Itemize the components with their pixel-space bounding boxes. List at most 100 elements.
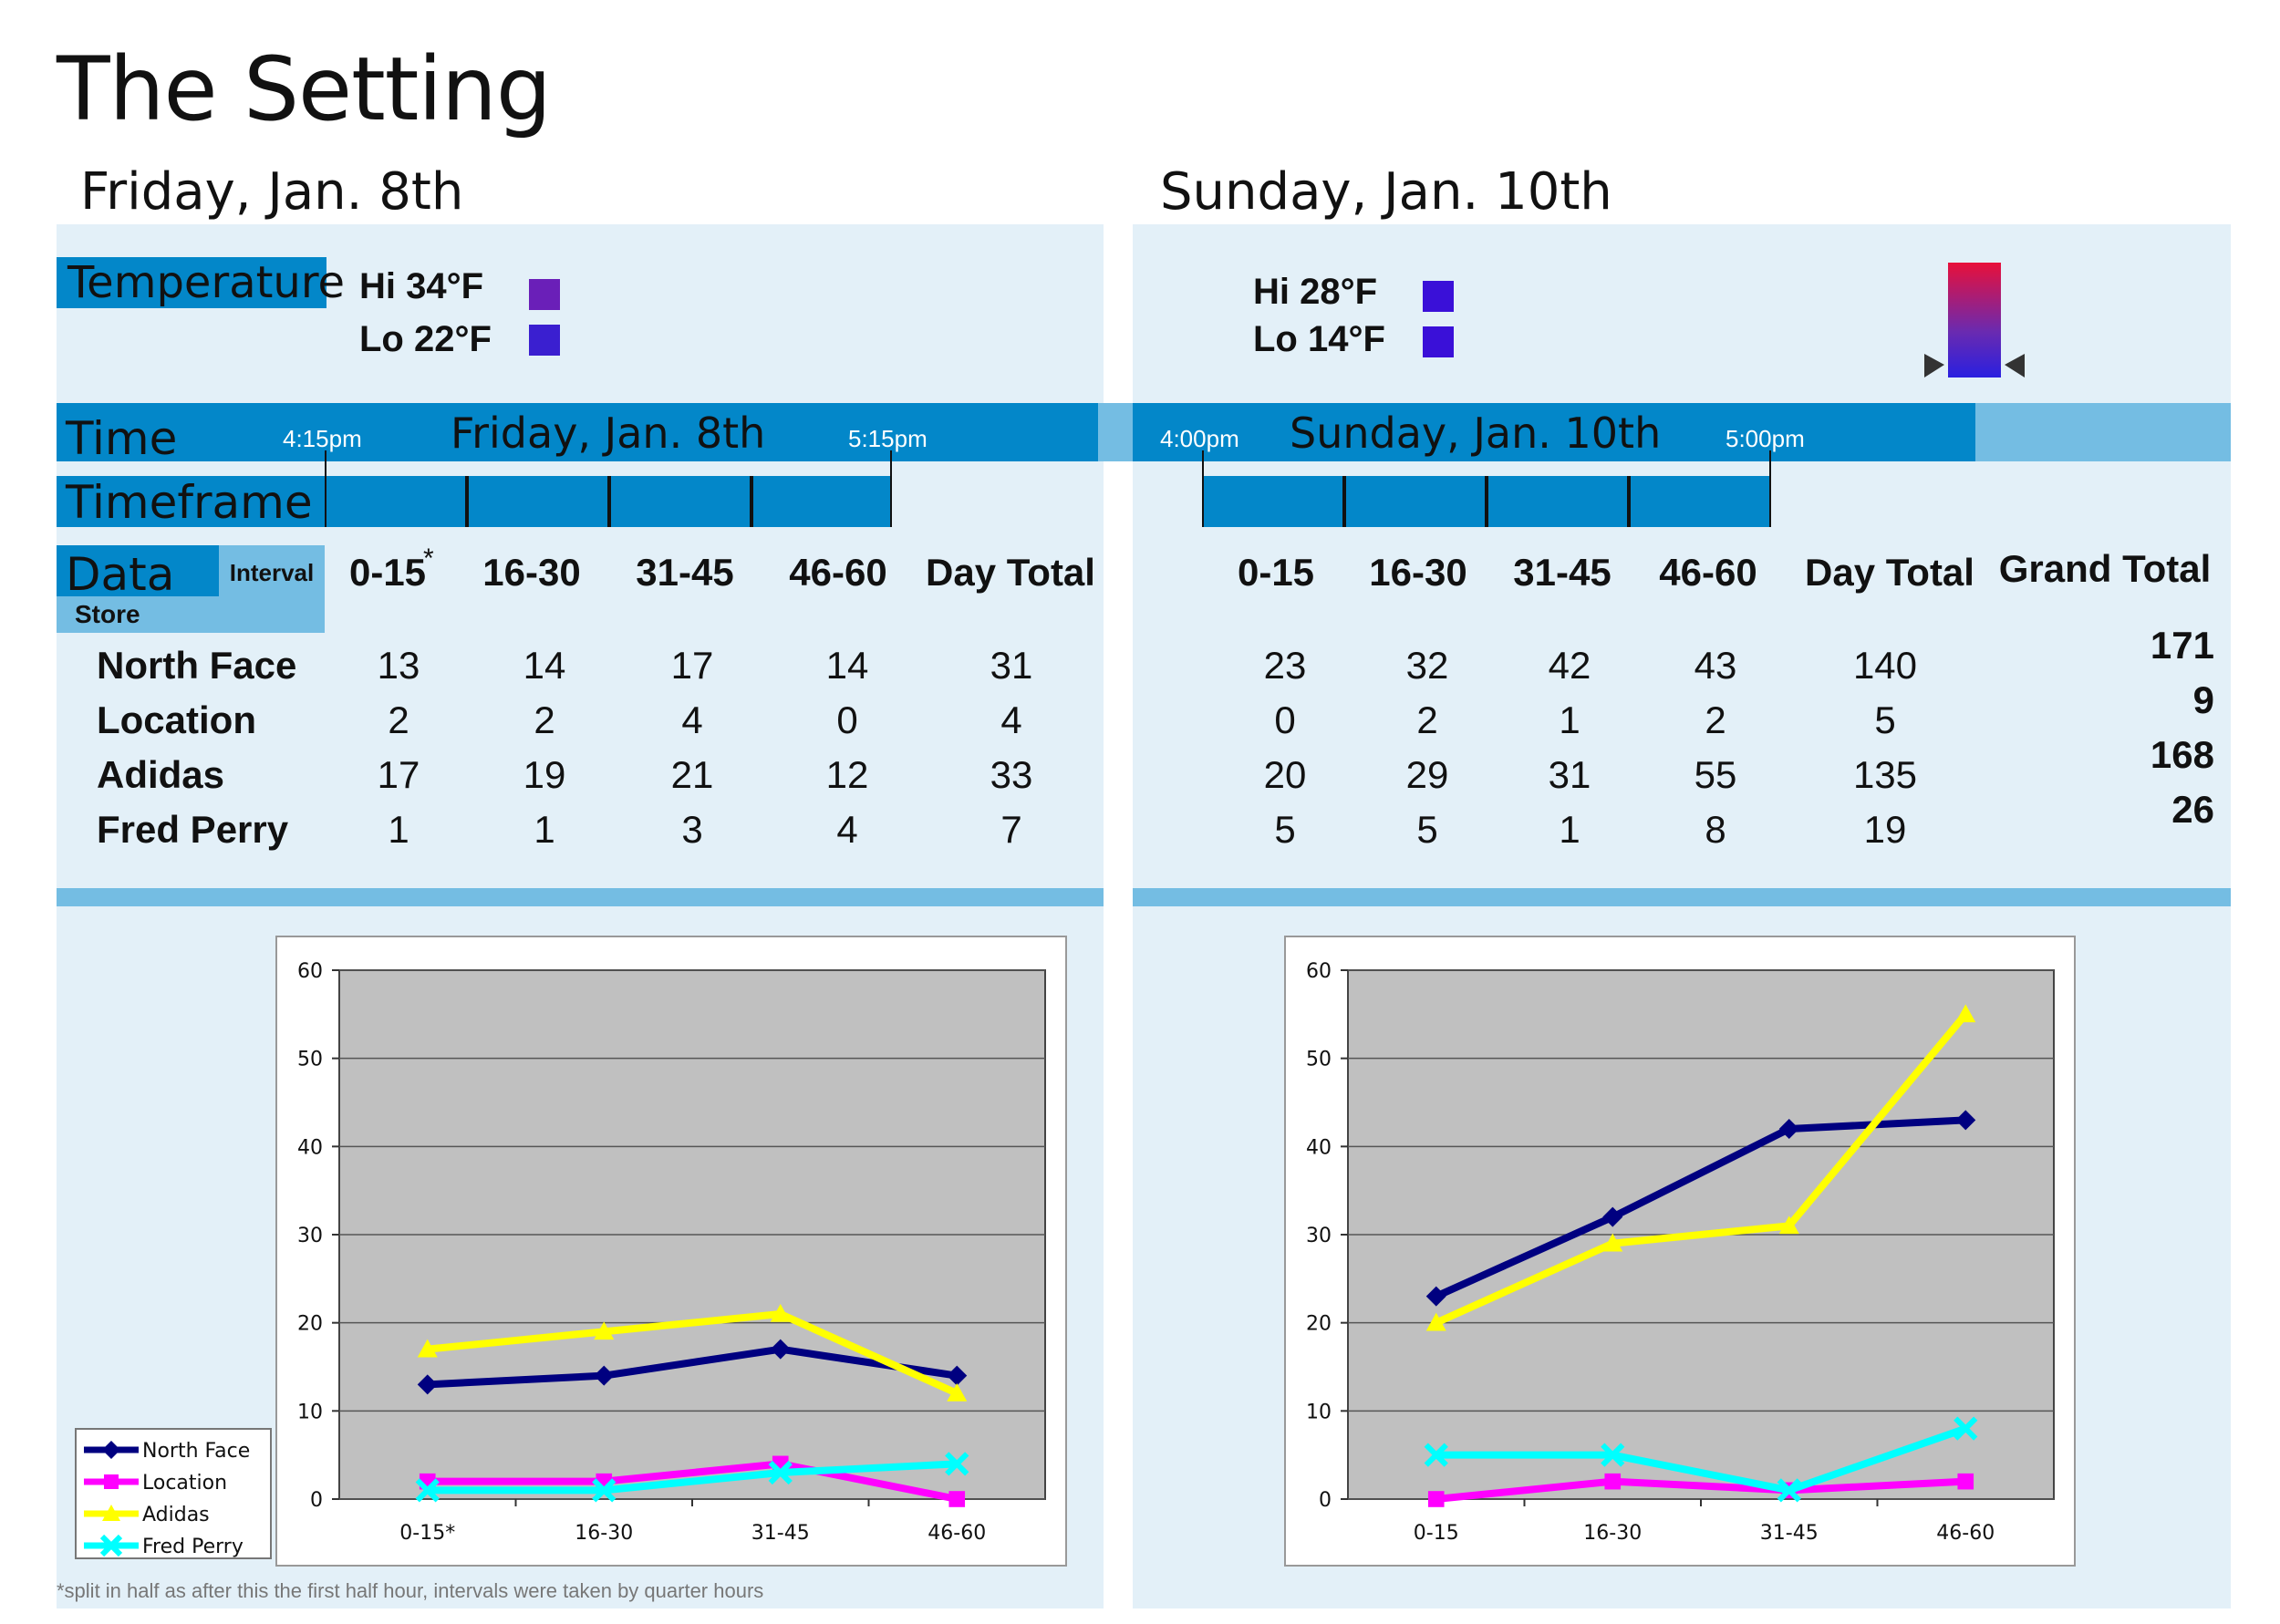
data-point [1777, 1478, 1801, 1503]
data-point [594, 1365, 615, 1386]
x-tick-label: 16-30 [575, 1522, 633, 1545]
sunday-timeframe-1 [1202, 476, 1344, 527]
friday-hi-swatch [529, 279, 560, 310]
sunday-lo-swatch [1423, 326, 1454, 357]
interval-label: Interval [219, 545, 325, 596]
friday-timeframe-2 [467, 476, 609, 527]
x-tick-label: 16-30 [1583, 1522, 1642, 1545]
friday-line-chart: 0 10 20 30 40 50 60 0-15* 16-30 31-45 46-60 [297, 960, 1046, 1545]
sunday-cell: 31 [1548, 753, 1591, 796]
friday-temp-hi: Hi 34°F [359, 266, 484, 306]
sunday-cell: 42 [1548, 644, 1591, 687]
store-location: Location [97, 698, 256, 741]
friday-timeframe-1 [325, 476, 467, 527]
data-point [1424, 1443, 1448, 1467]
y-tick-label: 40 [297, 1136, 323, 1159]
right-pointer-icon [2005, 354, 2025, 378]
series-line [1435, 1011, 1969, 1327]
temperature-label: Temperature [57, 257, 345, 308]
sunday-time-start: 4:00pm [1160, 425, 1239, 452]
store-fred-perry: Fred Perry [97, 808, 289, 851]
temperature-scale-bar [1948, 263, 2001, 378]
y-tick-label: 30 [297, 1225, 323, 1247]
friday-cell: 19 [523, 753, 566, 796]
y-tick-label: 40 [1306, 1136, 1332, 1159]
friday-cell: 17 [670, 644, 714, 687]
friday-header-2: 31-45 [636, 551, 734, 594]
series-adidas [417, 1304, 968, 1402]
sunday-time-end: 5:00pm [1726, 425, 1805, 452]
friday-header-1: 16-30 [482, 551, 581, 594]
left-pointer-icon [1924, 354, 1944, 378]
data-point [1957, 1473, 1974, 1490]
series-fred-perry [1424, 1416, 1978, 1503]
data-point [1601, 1443, 1625, 1467]
friday-header-total: Day Total [926, 551, 1095, 594]
sunday-cell: 8 [1705, 808, 1726, 851]
friday-cell: 4 [681, 698, 703, 741]
sunday-timeframe-3 [1487, 476, 1629, 527]
x-tick-label: 31-45 [751, 1522, 810, 1545]
data-point [948, 1491, 966, 1507]
series-line [1435, 1477, 1966, 1503]
data-point [1602, 1233, 1623, 1252]
y-tick-label: 0 [1319, 1489, 1332, 1512]
store-adidas: Adidas [97, 753, 225, 796]
friday-cell: 4 [836, 808, 858, 851]
data-point [592, 1478, 617, 1503]
friday-cell: 14 [825, 644, 869, 687]
timeframe-label: Timeframe [57, 476, 326, 529]
friday-cell: 12 [825, 753, 869, 796]
friday-time-bar [57, 403, 1098, 461]
friday-cell: 33 [990, 753, 1033, 796]
series-line [427, 1460, 959, 1503]
data-label: Data [57, 545, 219, 601]
sunday-time-bar [1133, 403, 1975, 461]
legend-marker [102, 1505, 120, 1521]
sunday-cell: 32 [1405, 644, 1449, 687]
legend-label: Location [142, 1472, 227, 1495]
sunday-cell: 140 [1852, 644, 1918, 687]
sunday-data-panel [1133, 224, 2231, 888]
sunday-cell: 135 [1852, 753, 1918, 796]
data-point [1604, 1473, 1622, 1490]
friday-cell: 14 [523, 644, 566, 687]
data-point [947, 1365, 968, 1386]
sunday-cell: 1 [1559, 808, 1580, 851]
friday-cell: 1 [388, 808, 409, 851]
legend-label: Fred Perry [142, 1536, 244, 1557]
sunday-cell: 5 [1416, 808, 1438, 851]
legend-entry: Adidas [84, 1504, 210, 1526]
sunday-time-title: Sunday, Jan. 10th [1290, 409, 1662, 458]
sunday-divider [1133, 888, 2231, 906]
data-point [417, 1374, 438, 1395]
data-point [945, 1452, 969, 1476]
data-point [415, 1478, 440, 1503]
friday-time-end: 5:15pm [848, 425, 928, 452]
friday-time-title: Friday, Jan. 8th [451, 409, 766, 458]
sunday-cell: 20 [1263, 753, 1307, 796]
sunday-cell: 55 [1694, 753, 1737, 796]
sunday-timeframe-2 [1344, 476, 1487, 527]
friday-heading: Friday, Jan. 8th [80, 162, 464, 222]
series-fred-perry [415, 1452, 969, 1503]
series-line [427, 1460, 958, 1495]
y-tick-label: 10 [1306, 1401, 1332, 1423]
y-tick-label: 10 [297, 1401, 323, 1423]
y-tick-label: 60 [1306, 960, 1332, 983]
friday-cell: 0 [836, 698, 858, 741]
friday-cell: 2 [534, 698, 555, 741]
data-point [770, 1304, 791, 1322]
sunday-timeframe-4 [1629, 476, 1771, 527]
data-point [768, 1460, 793, 1485]
store-north-face: North Face [97, 644, 297, 687]
friday-lo-swatch [529, 325, 560, 356]
sunday-cell: 19 [1863, 808, 1907, 851]
sunday-line-chart: 0 10 20 30 40 50 60 0-15 16-30 31-45 46-60 [1306, 960, 2055, 1545]
sunday-heading: Sunday, Jan. 10th [1160, 162, 1612, 222]
friday-header-3: 46-60 [789, 551, 887, 594]
data-point [1602, 1206, 1623, 1227]
series-location [1427, 1473, 1974, 1507]
data-point [417, 1339, 438, 1358]
x-tick-label: 46-60 [1936, 1522, 1995, 1545]
